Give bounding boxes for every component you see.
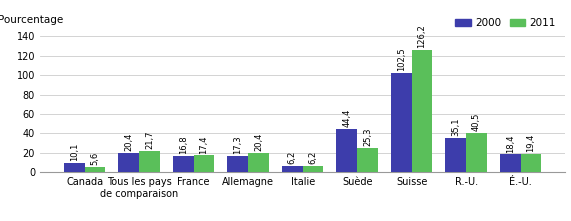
Bar [500,154,521,172]
Bar [303,166,323,172]
Bar [227,156,248,172]
Text: 25,3: 25,3 [363,127,372,146]
Text: 16,8: 16,8 [179,135,188,154]
Text: 20,4: 20,4 [124,132,133,151]
Text: 21,7: 21,7 [145,131,154,149]
Bar [64,163,85,172]
Text: Pourcentage: Pourcentage [0,15,63,25]
Text: 18,4: 18,4 [506,134,515,152]
Text: 6,2: 6,2 [308,151,317,164]
Text: 10,1: 10,1 [70,142,79,161]
Text: 102,5: 102,5 [397,47,406,71]
Text: 6,2: 6,2 [288,151,297,164]
Bar [445,138,466,172]
Bar [336,129,357,172]
Text: 40,5: 40,5 [472,113,481,131]
Text: 5,6: 5,6 [90,152,99,165]
Text: 17,3: 17,3 [234,135,242,154]
Text: 44,4: 44,4 [342,109,351,127]
Text: 19,4: 19,4 [526,133,536,152]
Bar [357,148,378,172]
Bar [391,73,412,172]
Bar [412,50,432,172]
Bar [521,154,541,172]
Text: 35,1: 35,1 [451,118,460,136]
Bar [118,152,139,172]
Bar [466,133,487,172]
Text: 126,2: 126,2 [417,24,427,48]
Text: 17,4: 17,4 [199,135,208,154]
Bar [139,151,160,172]
Bar [194,155,214,172]
Bar [85,167,105,172]
Bar [282,166,303,172]
Bar [173,156,194,172]
Bar [248,152,269,172]
Legend: 2000, 2011: 2000, 2011 [451,14,560,32]
Text: 20,4: 20,4 [254,132,263,151]
